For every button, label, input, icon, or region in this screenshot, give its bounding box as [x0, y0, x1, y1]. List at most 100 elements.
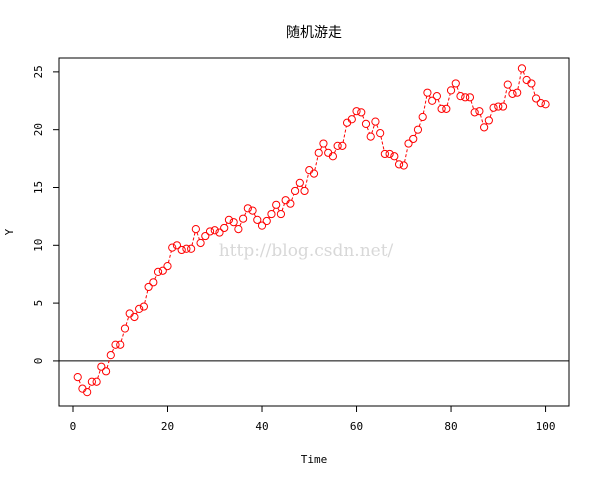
series-segment	[508, 87, 512, 91]
series-segment	[239, 221, 243, 227]
data-point	[234, 225, 243, 234]
series-segment	[106, 358, 111, 369]
data-point	[423, 88, 432, 97]
series-segment	[531, 86, 536, 96]
data-point	[517, 64, 527, 73]
data-point	[385, 149, 394, 159]
data-point	[498, 102, 508, 111]
data-point	[78, 384, 87, 393]
series-segment	[422, 96, 428, 114]
data-point	[451, 79, 460, 88]
y-tick-label: 10	[32, 239, 45, 252]
data-point	[309, 169, 319, 178]
series-segment	[333, 148, 337, 154]
data-point	[357, 108, 366, 117]
data-point	[390, 152, 399, 161]
data-point	[465, 93, 475, 102]
data-point	[281, 196, 290, 205]
series-segment	[437, 99, 441, 106]
series-line	[78, 71, 536, 390]
data-point	[205, 227, 215, 236]
data-point	[196, 238, 205, 248]
data-point	[139, 302, 148, 311]
series-segment	[120, 331, 125, 342]
x-axis: 0 20 40 60 80 100	[70, 406, 556, 433]
data-point	[177, 245, 186, 255]
watermark: http://blog.csdn.net/	[219, 241, 394, 261]
series-segment	[314, 156, 319, 171]
series-segment	[144, 290, 149, 304]
data-point	[432, 92, 441, 101]
data-point	[111, 340, 120, 349]
data-point	[262, 216, 271, 226]
x-tick-label: 20	[161, 420, 174, 433]
y-tick-label: 20	[32, 123, 45, 136]
data-point	[83, 388, 92, 397]
data-point	[120, 324, 130, 333]
data-point	[92, 377, 101, 386]
series-segment	[319, 146, 323, 150]
series-segment	[88, 384, 91, 390]
series-segment	[414, 132, 417, 136]
series-segment	[366, 127, 370, 134]
x-tick-label: 0	[70, 420, 77, 433]
data-point	[290, 186, 300, 196]
data-point	[371, 117, 380, 126]
series-segment	[253, 213, 257, 217]
data-point	[229, 218, 238, 227]
data-point	[324, 148, 333, 157]
y-tick-label: 5	[32, 300, 45, 307]
data-point	[253, 215, 262, 224]
data-point	[503, 80, 512, 89]
data-point	[475, 107, 484, 116]
series-segment	[522, 71, 526, 77]
data-point	[97, 362, 106, 371]
data-point	[220, 223, 229, 233]
data-point	[437, 104, 446, 113]
data-point	[541, 100, 550, 109]
data-point	[182, 244, 191, 253]
series-segment	[470, 100, 475, 110]
data-point	[305, 166, 314, 175]
data-point	[276, 209, 286, 219]
data-point	[376, 129, 385, 138]
data-point	[87, 377, 96, 386]
data-point	[338, 141, 347, 150]
data-point	[494, 102, 503, 111]
data-point	[215, 228, 224, 237]
series-segment	[376, 124, 380, 131]
data-point	[187, 244, 196, 253]
data-point	[153, 267, 163, 276]
series-segment	[418, 120, 422, 127]
series-segment	[291, 194, 295, 201]
data-point	[480, 123, 489, 132]
y-tick-label: 0	[32, 358, 45, 365]
data-point	[210, 226, 219, 235]
series-segment	[111, 347, 115, 353]
x-tick-label: 60	[350, 420, 363, 433]
data-point	[442, 104, 451, 113]
data-point	[144, 282, 153, 292]
series-segment	[380, 136, 385, 151]
series-segment	[489, 110, 493, 118]
data-point	[163, 262, 172, 271]
series-segment	[97, 369, 101, 379]
y-tick-label: 25	[32, 65, 45, 78]
data-point	[73, 372, 82, 382]
series-segment	[446, 93, 451, 106]
series-segment	[362, 115, 366, 121]
data-point	[135, 304, 144, 313]
data-point	[536, 98, 545, 108]
data-point	[399, 161, 408, 170]
x-tick-label: 80	[444, 420, 457, 433]
series-segment	[125, 316, 130, 326]
data-point	[149, 278, 158, 287]
data-point	[286, 199, 295, 208]
chart-title: 随机游走	[286, 25, 342, 41]
data-point	[125, 309, 134, 318]
x-tick-label: 100	[536, 420, 556, 433]
series-segment	[191, 232, 196, 246]
y-axis-label: Y	[3, 228, 16, 235]
data-point	[201, 231, 210, 241]
data-point	[130, 312, 139, 322]
